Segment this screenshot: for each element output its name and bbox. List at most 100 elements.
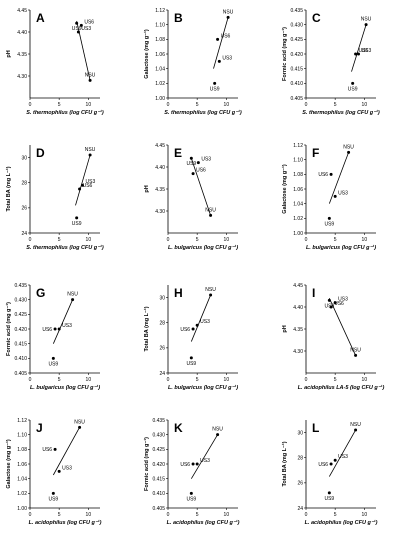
x-tick-label: 0 xyxy=(29,102,32,108)
y-tick-label: 1.10 xyxy=(17,432,27,438)
x-axis-label: L. acidophilus (log CFU g⁻¹) xyxy=(167,519,240,526)
y-tick-label: 1.06 xyxy=(293,187,303,193)
y-tick-label: 0.415 xyxy=(152,476,165,482)
point-label: US6 xyxy=(359,48,369,54)
data-point-us6 xyxy=(78,187,82,191)
point-label: US9 xyxy=(48,361,58,367)
data-point-us3 xyxy=(333,458,337,462)
point-label: US3 xyxy=(62,323,72,329)
panel-letter: A xyxy=(36,11,45,25)
x-axis-label: S. thermophilus (log CFU g⁻¹) xyxy=(26,109,104,116)
y-tick-label: 0.425 xyxy=(290,37,303,43)
point-label: NSU xyxy=(343,144,354,150)
data-point-us3 xyxy=(57,469,61,473)
x-tick-label: 10 xyxy=(224,377,230,383)
point-label: NSU xyxy=(350,422,361,428)
y-tick-label: 4.35 xyxy=(155,187,165,193)
data-point-nsu xyxy=(354,353,358,357)
data-point-nsu xyxy=(354,428,358,432)
y-tick-label: 1.08 xyxy=(155,37,165,43)
y-tick-label: 1.00 xyxy=(155,96,165,102)
y-tick-label: 4.40 xyxy=(17,30,27,36)
y-tick-label: 1.12 xyxy=(17,418,27,424)
point-label: US3 xyxy=(362,48,372,54)
point-label: NSU xyxy=(350,347,361,353)
point-label: US6 xyxy=(196,168,206,174)
y-tick-label: 1.08 xyxy=(293,172,303,178)
point-label: US6 xyxy=(180,462,190,468)
point-label: US3 xyxy=(338,297,348,303)
data-point-us3 xyxy=(196,161,200,165)
data-point-us6 xyxy=(191,327,195,331)
panel-i: I 4.30 4.35 4.40 4.45 0 5 10 pH L. acidophilus LA… xyxy=(282,283,384,391)
x-tick-label: 10 xyxy=(86,237,92,243)
y-tick-label: 1.04 xyxy=(155,66,165,72)
panel-letter: E xyxy=(174,146,182,160)
y-tick-label: 0.405 xyxy=(14,371,27,377)
point-label: US3 xyxy=(200,319,210,325)
x-axis-label: L. bulgaricus (log CFU g⁻¹) xyxy=(30,384,100,391)
point-label: US3 xyxy=(200,458,210,464)
point-label: US9 xyxy=(210,86,220,92)
data-point-us9 xyxy=(189,491,193,495)
data-point-us9 xyxy=(51,356,55,360)
y-tick-label: 1.12 xyxy=(293,143,303,149)
point-label: US9 xyxy=(324,221,334,227)
x-tick-label: 0 xyxy=(167,102,170,108)
y-tick-label: 0.435 xyxy=(152,418,165,424)
data-point-nsu xyxy=(78,425,82,429)
y-tick-label: 4.30 xyxy=(17,74,27,80)
point-label: US6 xyxy=(42,447,52,453)
y-axis-label: Total BA (mg L⁻¹) xyxy=(5,166,12,211)
point-label: US9 xyxy=(72,221,82,227)
y-tick-label: 0.405 xyxy=(152,506,165,512)
x-tick-label: 10 xyxy=(224,102,230,108)
x-tick-label: 5 xyxy=(196,512,199,518)
data-point-us6 xyxy=(53,447,57,451)
panel-letter: J xyxy=(36,421,43,435)
y-tick-label: 24 xyxy=(159,371,165,377)
y-tick-label: 0.410 xyxy=(290,81,303,87)
panel-letter: L xyxy=(312,421,319,435)
y-tick-label: 0.410 xyxy=(14,356,27,362)
y-tick-label: 1.06 xyxy=(155,52,165,58)
y-tick-label: 0.435 xyxy=(14,283,27,289)
trendline xyxy=(52,299,73,344)
y-axis-label: Formic acid (mg g⁻¹) xyxy=(143,437,150,491)
panel-h: H 24 26 28 30 0 5 10 Total BA (mg L⁻¹) L. bulgari… xyxy=(143,285,238,391)
x-tick-label: 0 xyxy=(29,237,32,243)
x-tick-label: 5 xyxy=(196,102,199,108)
data-point-us6 xyxy=(191,462,195,466)
y-tick-label: 26 xyxy=(159,346,165,352)
y-tick-label: 28 xyxy=(21,181,27,187)
data-point-us3 xyxy=(195,323,199,327)
y-tick-label: 4.45 xyxy=(17,8,27,14)
x-tick-label: 0 xyxy=(167,237,170,243)
x-tick-label: 5 xyxy=(58,237,61,243)
point-label: NSU xyxy=(205,287,216,293)
y-tick-label: 1.02 xyxy=(17,491,27,497)
y-tick-label: 0.420 xyxy=(14,327,27,333)
panel-letter: H xyxy=(174,286,183,300)
point-label: US9 xyxy=(348,86,358,92)
x-tick-label: 5 xyxy=(196,237,199,243)
data-point-us9 xyxy=(189,356,193,360)
panel-e: E 4.30 4.35 4.40 4.45 0 5 10 pH L. bulgaricus (lo… xyxy=(144,143,238,251)
data-point-us6 xyxy=(79,23,83,27)
point-label: US3 xyxy=(222,55,232,61)
data-point-us9 xyxy=(351,81,355,85)
point-label: US9 xyxy=(186,161,196,167)
y-axis-label: Formic acid (mg g⁻¹) xyxy=(5,302,12,356)
y-axis-label: Galactose (mg g⁻¹) xyxy=(281,164,288,214)
panel-k: K 0.405 0.410 0.415 0.420 0.425 0.430 0.435 0 5 10… xyxy=(143,418,240,526)
point-label: US6 xyxy=(221,33,231,39)
x-tick-label: 0 xyxy=(305,512,308,518)
trendline xyxy=(75,154,91,206)
y-tick-label: 0.420 xyxy=(152,462,165,468)
y-tick-label: 0.410 xyxy=(152,491,165,497)
panel-j: J 1.00 1.02 1.04 1.06 1.08 1.10 1.12 0 5 10 Galacto… xyxy=(5,418,102,526)
x-tick-label: 5 xyxy=(334,512,337,518)
trendline xyxy=(213,17,229,69)
data-point-nsu xyxy=(88,153,92,157)
